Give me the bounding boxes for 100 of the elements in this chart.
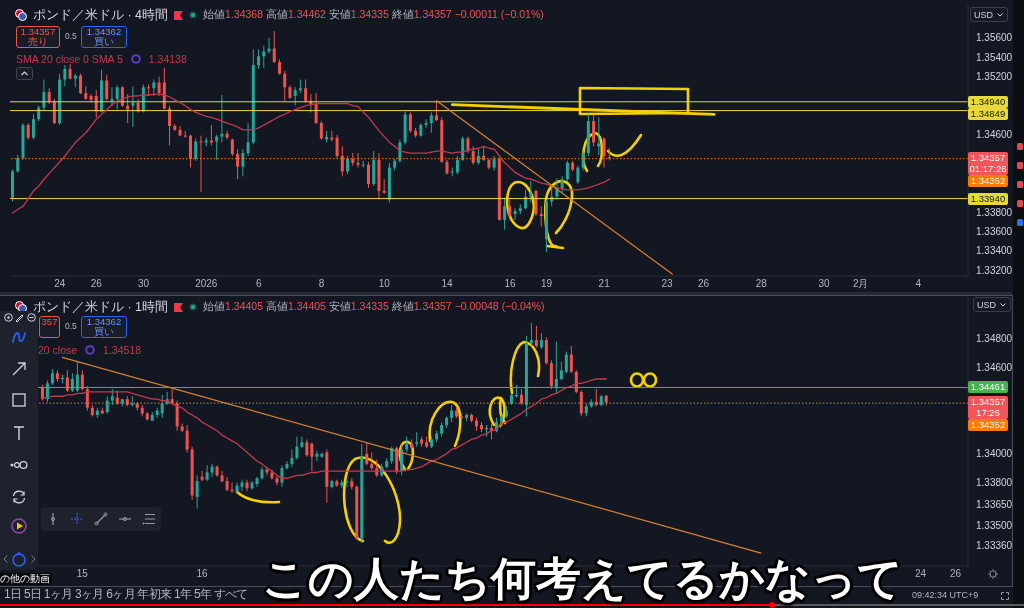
x-tick-label: 26 [949,568,962,580]
y-tick-label: 1.34800 [976,333,1013,345]
candlestick [315,450,319,462]
candlestick [175,400,179,432]
x-tick-label: 24 [915,568,927,580]
x-tick-label: 10 [378,278,391,290]
candlestick [340,145,344,177]
text: 1日 5日 1ヶ月 3ヶ月 6ヶ月 年初来 1年 5年 すべて [4,587,248,601]
annotation: 売り [27,36,49,47]
x-tick-label: 16 [504,278,516,290]
x-tick-label: 15 [76,568,89,580]
candlestick [569,345,573,374]
annotation: 0.5 [65,31,77,41]
x-tick-label: 26 [698,278,710,290]
candlestick [240,479,244,492]
candlestick [236,148,240,180]
annotation: 1.34362 [85,26,123,37]
annotation: 1.34357 [19,26,57,37]
candlestick [602,137,606,169]
candlestick [395,446,399,475]
annotation: 買い [93,36,115,47]
x-tick-label: 6 [255,278,262,290]
x-tick-label: 30 [818,278,831,290]
candlestick [554,341,558,394]
x-tick-label: 16 [196,568,209,580]
candlestick [534,189,538,217]
y-tick-label: 1.33600 [976,226,1013,238]
annotation: 買い [93,326,115,337]
y-tick-label: 1.33650 [976,498,1013,510]
candlestick [435,100,439,122]
candlestick [85,385,89,412]
candlestick [185,424,189,453]
candlestick [205,464,209,482]
candlestick [295,436,299,461]
candlestick [157,76,161,97]
ref-line-label: 1.34461 [968,381,1008,393]
x-tick-label: 26 [90,278,103,290]
candlestick [346,155,350,175]
candlestick [200,470,204,482]
candlestick [319,120,323,141]
candlestick [31,113,35,141]
x-tick-label: 28 [755,278,768,290]
candlestick [70,372,74,393]
candlestick [529,322,533,348]
candlestick [366,161,370,189]
candlestick [283,70,287,102]
y-tick-label: 1.34600 [976,362,1013,374]
ref-line-label: 1.33940 [968,192,1008,204]
candlestick [52,98,56,125]
candlestick [285,460,289,471]
candlestick [272,30,276,64]
candlestick [559,361,563,381]
currency-dropdown: USD [973,297,1011,312]
candlestick [120,85,124,108]
chart-title: ポンド／米ドル · 1時間 [33,298,169,316]
candlestick [65,369,69,393]
text: SMA 20 close 0 SMA 5 [16,52,123,65]
candlestick [503,197,507,231]
currency-dropdown: USD [970,7,1008,22]
x-tick-label: 2月 [852,278,869,290]
y-tick-label: 1.34600 [976,129,1013,141]
y-tick-label: 1.33400 [976,245,1013,257]
chart-title: ポンド／米ドル · 4時間 [33,6,169,24]
ref-line-label: 1.34352 [968,419,1008,431]
ref-line-label: 1.34352 [968,175,1008,187]
candlestick [314,92,318,125]
text: 始値1.34368 高値1.34462 安値1.34335 終値1.34357 −0.00011 (−0.01%) [203,8,544,20]
y-tick-label: 1.33800 [976,477,1013,489]
candlestick [400,443,404,476]
candlestick [455,155,459,175]
candlestick [290,448,294,468]
candlestick [293,86,297,107]
text: 1.34357 01:17:26 [968,152,1008,175]
y-tick-label: 1.33500 [976,520,1013,532]
x-tick-label: 21 [598,278,611,290]
candlestick [199,135,203,193]
candlestick [304,79,308,104]
candlestick [471,145,475,166]
candlestick [565,160,569,182]
candlestick [300,436,304,449]
candlestick [607,147,611,161]
candlestick [597,116,601,156]
ref-line-label: 1.34849 [968,107,1008,119]
candlestick [63,64,67,87]
text: 20 close [38,343,78,356]
candlestick [110,86,114,107]
candlestick [262,45,266,69]
y-tick-label: 1.33800 [976,206,1013,218]
y-tick-label: 1.33360 [976,540,1013,552]
candlestick [126,93,130,124]
annotation: 1.34362 [85,316,123,327]
candlestick [579,390,583,417]
y-tick-label: 1.33200 [976,264,1013,276]
sell-button: 1.34357 売り [16,26,60,48]
candlestick [42,79,46,111]
annotation: この人たち何考えてるかなって [262,553,904,604]
x-tick-label: 30 [137,278,150,290]
candlestick [356,152,360,169]
candlestick [529,180,533,203]
annotation: 357 [40,316,59,327]
